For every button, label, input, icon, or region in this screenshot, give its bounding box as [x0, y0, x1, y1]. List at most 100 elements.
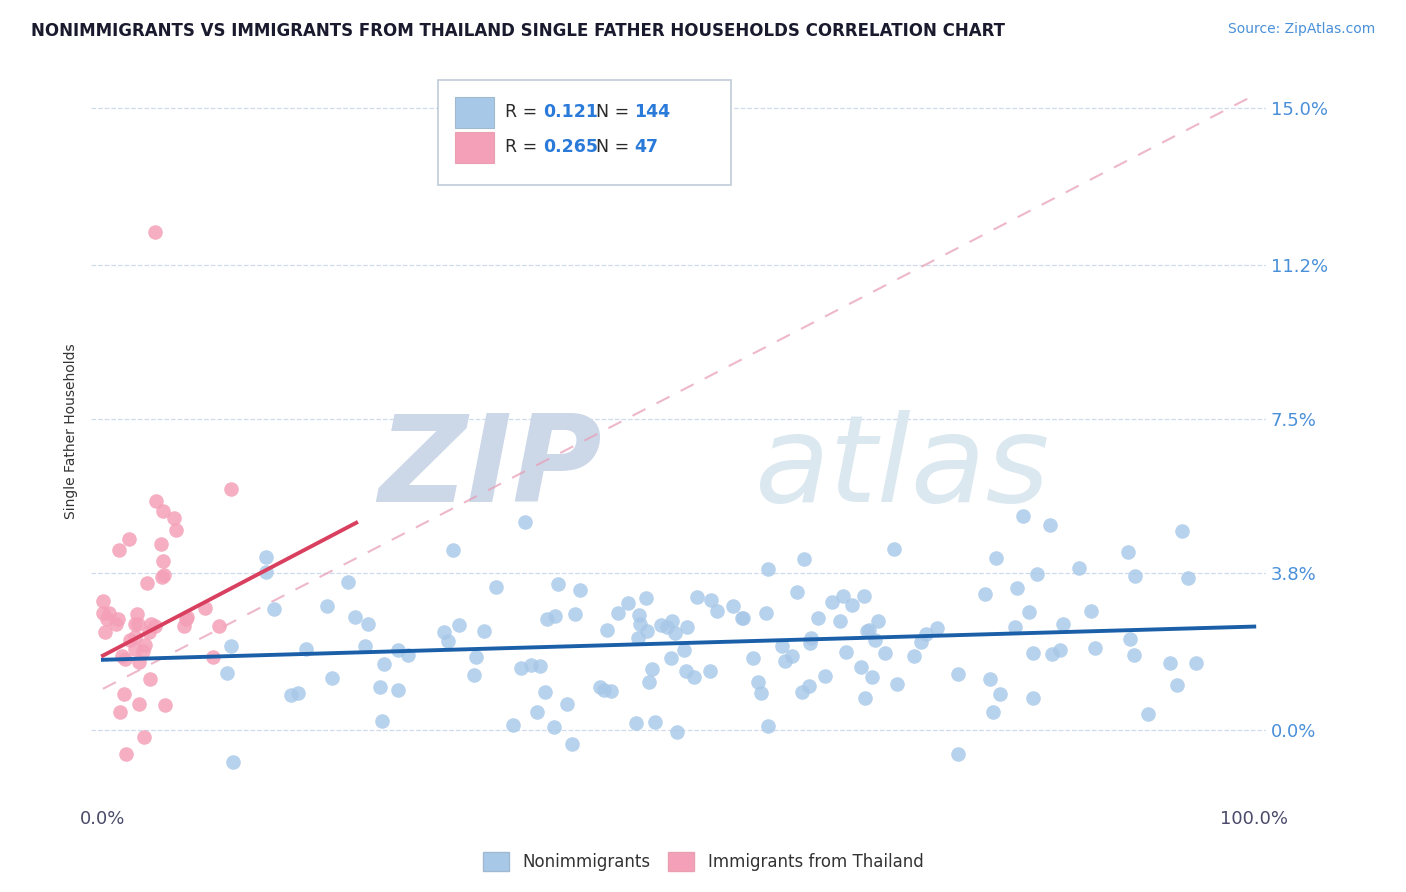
- Point: [387, 683, 409, 698]
- Point: [1011, 508, 1033, 523]
- Point: [1116, 544, 1139, 558]
- Point: [664, 625, 686, 640]
- Point: [127, 616, 149, 631]
- Point: [1004, 619, 1026, 633]
- Point: [464, 649, 486, 664]
- Point: [1185, 657, 1208, 671]
- Text: N =: N =: [596, 138, 636, 156]
- Point: [128, 697, 150, 711]
- Point: [396, 648, 419, 662]
- Point: [832, 589, 855, 603]
- Point: [756, 719, 779, 733]
- Point: [96, 612, 118, 626]
- Point: [152, 568, 174, 582]
- Point: [153, 698, 176, 713]
- Point: [124, 641, 146, 656]
- Point: [672, 642, 695, 657]
- Text: 47: 47: [634, 138, 658, 156]
- Point: [807, 611, 830, 625]
- Point: [770, 639, 793, 653]
- Point: [617, 596, 640, 610]
- Text: Source: ZipAtlas.com: Source: ZipAtlas.com: [1227, 22, 1375, 37]
- Point: [644, 715, 666, 730]
- Point: [280, 688, 302, 702]
- Point: [628, 616, 651, 631]
- Point: [596, 623, 619, 637]
- Point: [800, 632, 823, 646]
- Point: [866, 614, 889, 628]
- Text: 144: 144: [634, 103, 671, 121]
- Point: [853, 589, 876, 603]
- Point: [799, 636, 821, 650]
- Point: [946, 747, 969, 761]
- Point: [315, 599, 337, 613]
- Text: ZIP: ZIP: [378, 410, 602, 527]
- Point: [134, 730, 156, 744]
- Point: [107, 612, 129, 626]
- Point: [337, 574, 360, 589]
- Point: [152, 554, 174, 568]
- Point: [127, 607, 149, 622]
- Point: [132, 644, 155, 658]
- Point: [354, 639, 377, 653]
- Point: [797, 679, 820, 693]
- Point: [91, 594, 114, 608]
- Point: [730, 611, 752, 625]
- Text: R =: R =: [505, 138, 543, 156]
- Point: [665, 725, 688, 739]
- Point: [149, 537, 172, 551]
- Point: [97, 606, 120, 620]
- Point: [526, 705, 548, 719]
- Point: [706, 604, 728, 618]
- Point: [437, 633, 460, 648]
- Point: [981, 706, 1004, 720]
- Point: [502, 718, 524, 732]
- Text: atlas: atlas: [755, 410, 1050, 527]
- Point: [533, 685, 555, 699]
- Point: [858, 623, 880, 637]
- Text: 0.265: 0.265: [544, 138, 599, 156]
- Point: [721, 599, 744, 613]
- Point: [593, 682, 616, 697]
- Point: [118, 532, 141, 546]
- Point: [973, 587, 995, 601]
- Point: [814, 669, 837, 683]
- Point: [749, 686, 772, 700]
- Point: [222, 755, 245, 769]
- Point: [925, 621, 948, 635]
- Point: [115, 747, 138, 762]
- Point: [873, 647, 896, 661]
- Point: [1080, 604, 1102, 618]
- Point: [219, 640, 242, 654]
- Point: [163, 511, 186, 525]
- Point: [108, 706, 131, 720]
- Point: [254, 550, 277, 565]
- Point: [176, 610, 198, 624]
- Point: [91, 606, 114, 620]
- Point: [606, 606, 628, 620]
- Point: [683, 670, 706, 684]
- Point: [979, 672, 1001, 686]
- Point: [1123, 568, 1146, 582]
- Point: [860, 670, 883, 684]
- Point: [173, 618, 195, 632]
- Point: [152, 504, 174, 518]
- Point: [1021, 646, 1043, 660]
- Point: [1005, 581, 1028, 595]
- Point: [856, 624, 879, 639]
- Point: [988, 687, 1011, 701]
- Point: [914, 627, 936, 641]
- Point: [536, 612, 558, 626]
- Point: [756, 562, 779, 576]
- Point: [600, 684, 623, 698]
- Point: [1119, 632, 1142, 647]
- Point: [569, 583, 592, 598]
- Point: [145, 494, 167, 508]
- Point: [373, 657, 395, 671]
- Point: [136, 575, 159, 590]
- Point: [118, 632, 141, 647]
- Point: [792, 684, 814, 698]
- Point: [747, 675, 769, 690]
- Point: [855, 690, 877, 705]
- Point: [529, 659, 551, 673]
